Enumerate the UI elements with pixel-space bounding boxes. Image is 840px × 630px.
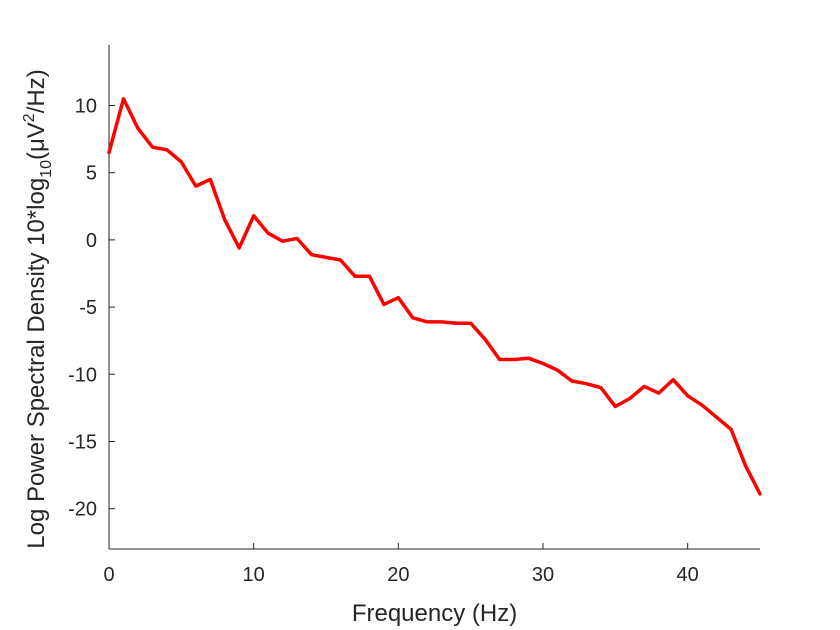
y-axis-title-subscript: 10: [38, 160, 55, 178]
y-axis-title-unit-start: (μV: [23, 122, 50, 160]
ticks: [108, 104, 689, 549]
y-tick-label: -5: [79, 297, 97, 319]
x-tick-label: 10: [243, 564, 265, 586]
x-tick-label: 40: [677, 564, 699, 586]
y-axis-title-prefix: Log Power Spectral Density 10*log: [23, 178, 50, 549]
tick-labels: 0 10 20 30 40 10 5 0 -5 -10 -15 -20: [68, 95, 699, 586]
y-tick-label: 0: [86, 230, 97, 252]
y-axis-title-superscript: 2: [21, 113, 38, 122]
x-axis-title: Frequency (Hz): [352, 600, 517, 627]
y-axis-title-unit-end: /Hz): [23, 69, 50, 113]
axes: [108, 45, 760, 550]
y-tick-label: 10: [75, 95, 97, 117]
x-tick-label: 30: [532, 564, 554, 586]
x-tick-label: 0: [103, 564, 114, 586]
series-group: [107, 97, 762, 496]
y-axis-title: Log Power Spectral Density 10*log10(μV2/…: [21, 69, 55, 548]
series-line: [107, 97, 762, 496]
x-tick-label: 20: [387, 564, 409, 586]
y-tick-label: -20: [68, 499, 97, 521]
y-tick-label: -15: [68, 431, 97, 453]
y-tick-label: -10: [68, 364, 97, 386]
y-tick-label: 5: [86, 163, 97, 185]
